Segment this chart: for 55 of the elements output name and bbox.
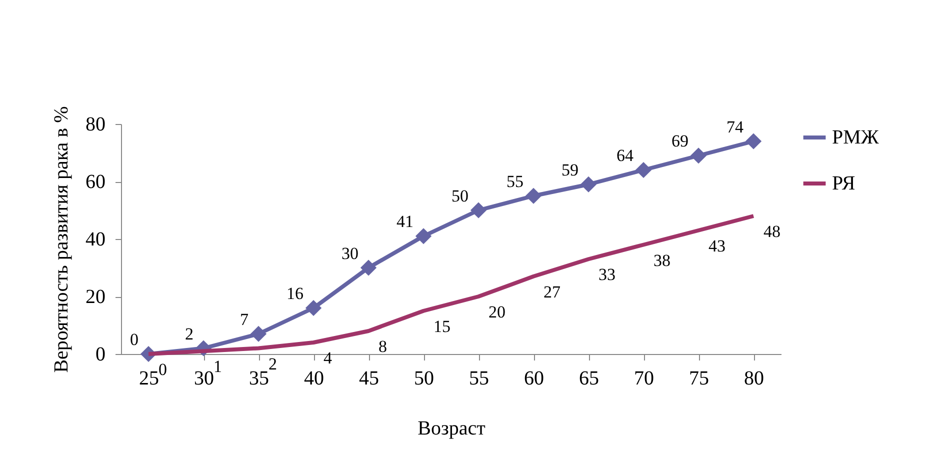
- legend-label: РЯ: [832, 172, 856, 194]
- data-label: 27: [544, 282, 561, 302]
- x-tick-label: 70: [634, 368, 654, 390]
- data-label: 48: [764, 222, 780, 241]
- y-tick-label: 60: [86, 171, 106, 193]
- x-tick-label: 40: [304, 368, 324, 390]
- data-label: 41: [396, 212, 414, 232]
- legend-label: РМЖ: [832, 126, 879, 148]
- x-tick-label: 55: [469, 368, 489, 390]
- x-tick-label: 35: [249, 368, 269, 390]
- point: [525, 188, 542, 204]
- point: [250, 326, 267, 342]
- data-label: 2: [268, 354, 277, 374]
- x-tick-label: 80: [744, 368, 764, 390]
- x-tick-label: 60: [524, 368, 544, 390]
- data-label: 64: [616, 146, 634, 165]
- point: [580, 176, 597, 192]
- data-label: 33: [598, 265, 616, 284]
- data-label: 38: [654, 250, 670, 270]
- x-tick-label: 75: [689, 368, 709, 390]
- point: [305, 300, 322, 316]
- y-tick-label: 40: [86, 228, 106, 250]
- data-label: 1: [214, 357, 222, 376]
- data-label: 8: [378, 337, 387, 356]
- data-label: 0: [158, 360, 167, 379]
- y-axis-title: Вероятность развития рака в %: [50, 106, 72, 373]
- point: [470, 202, 487, 218]
- data-label: 7: [240, 310, 249, 329]
- data-label: 69: [672, 132, 688, 151]
- data-label: 4: [324, 348, 332, 368]
- data-label: 0: [130, 330, 138, 349]
- y-tick-label: 0: [96, 344, 106, 366]
- data-label: 59: [562, 160, 578, 180]
- data-label: 74: [726, 117, 744, 136]
- data-label: 55: [506, 172, 524, 191]
- x-tick-label: 45: [359, 368, 379, 390]
- x-tick-label: 25: [139, 368, 159, 390]
- x-tick-label: 50: [414, 368, 434, 390]
- x-tick-label: 65: [579, 368, 599, 390]
- data-label: 16: [286, 284, 304, 303]
- data-label: 20: [488, 302, 506, 322]
- x-axis-title: Возраст: [418, 418, 486, 440]
- point: [360, 260, 377, 276]
- point: [415, 228, 432, 244]
- y-tick-label: 80: [86, 114, 106, 136]
- data-label: 2: [185, 324, 194, 344]
- data-label: 50: [452, 186, 468, 206]
- point: [635, 162, 652, 178]
- point: [745, 133, 762, 150]
- y-tick-label: 20: [86, 286, 106, 308]
- data-label: 43: [708, 236, 726, 256]
- point: [690, 148, 707, 164]
- x-tick-label: 30: [194, 368, 214, 390]
- data-label: 30: [342, 244, 358, 263]
- data-label: 15: [434, 316, 450, 336]
